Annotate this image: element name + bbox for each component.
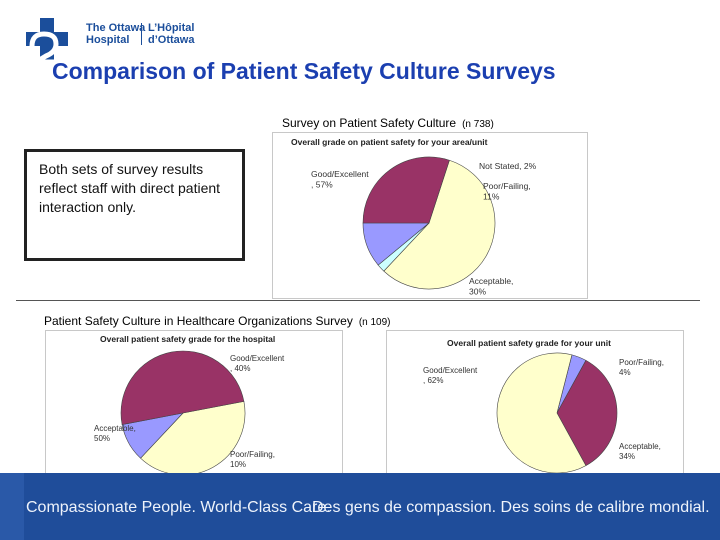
pie-slice-good-excellent	[383, 159, 496, 290]
note-box: Both sets of survey results reflect staf…	[24, 149, 245, 261]
slice-label: Acceptable, 50%	[94, 424, 136, 443]
logo-en-line1: The Ottawa	[86, 22, 146, 34]
chart-hospital-grade: Overall patient safety grade for the hos…	[45, 330, 343, 475]
pie-slice-acceptable	[120, 350, 245, 425]
survey1-n: (n 738)	[462, 119, 494, 130]
survey2-label: Patient Safety Culture in Healthcare Org…	[44, 314, 353, 328]
pie-chart-hospital: Overall patient safety grade for the hos…	[94, 334, 285, 474]
pie-slice-good-excellent	[140, 401, 246, 474]
survey2-heading: Patient Safety Culture in Healthcare Org…	[44, 314, 391, 328]
chart-title: Overall patient safety grade for your un…	[447, 338, 611, 348]
pie-slice-acceptable	[556, 360, 618, 466]
slice-label: Acceptable, 34%	[619, 442, 661, 461]
hospital-logo-icon	[26, 18, 68, 65]
pie-chart-unit: Overall patient safety grade for your un…	[423, 338, 664, 474]
survey2-n: (n 109)	[358, 317, 391, 328]
slice-label: Poor/Failing, 4%	[619, 358, 664, 377]
chart-title: Overall patient safety grade for the hos…	[100, 334, 275, 344]
chart-unit-grade-psco: Overall patient safety grade for your un…	[386, 330, 684, 475]
logo-fr-line2: d’Ottawa	[148, 34, 195, 46]
slice-label: Poor/Failing, 10%	[230, 450, 275, 469]
slice-label: Good/Excellent, 57%	[311, 169, 369, 190]
pie-slice-acceptable	[362, 156, 450, 224]
footer-slogan-en: Compassionate People. World-Class Care.	[26, 499, 331, 516]
footer-accent	[0, 473, 24, 540]
footer-banner: Compassionate People. World-Class Care. …	[0, 473, 720, 540]
chart-unit-grade-sops: Overall grade on patient safety for your…	[272, 132, 588, 299]
page-title: Comparison of Patient Safety Culture Sur…	[52, 58, 556, 84]
logo-separator	[141, 23, 142, 45]
survey1-heading: Survey on Patient Safety Culture (n 738)	[282, 116, 494, 130]
chart-title: Overall grade on patient safety for your…	[291, 137, 488, 147]
slice-label: Good/Excellent, 40%	[230, 354, 285, 373]
footer-slogan-fr: Des gens de compassion. Des soins de cal…	[312, 499, 710, 516]
slice-label: Good/Excellent, 62%	[423, 366, 478, 385]
pie-slice-good-excellent	[496, 352, 587, 474]
slice-label: Poor/Failing, 11%	[483, 181, 531, 202]
logo-fr-line1: L’Hôpital	[148, 22, 195, 34]
pie-chart-sops: Overall grade on patient safety for your…	[291, 137, 537, 297]
logo-en-line2: Hospital	[86, 34, 130, 46]
slice-label: Acceptable, 30%	[469, 276, 513, 297]
survey1-label: Survey on Patient Safety Culture	[282, 116, 457, 130]
divider	[16, 300, 700, 301]
slice-label: Not Stated, 2%	[479, 161, 537, 171]
